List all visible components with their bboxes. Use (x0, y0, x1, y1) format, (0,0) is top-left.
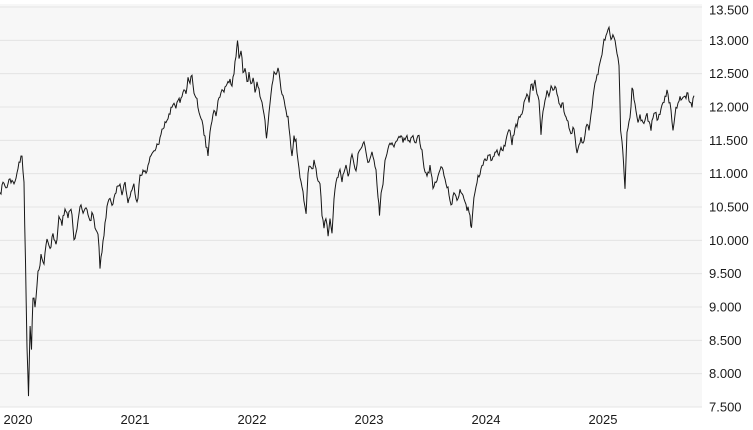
y-tick-label: 10.500 (709, 200, 749, 215)
y-tick-label: 10.000 (709, 233, 749, 248)
x-tick-label: 2021 (121, 412, 150, 427)
plot-background (0, 4, 702, 407)
x-tick-label: 2022 (238, 412, 267, 427)
y-tick-label: 12.500 (709, 66, 749, 81)
x-axis-labels: 2020 2021 2022 2023 2024 2025 (4, 412, 618, 427)
price-line-series (0, 25, 695, 397)
y-tick-label: 9.500 (709, 266, 742, 281)
x-tick-label: 2020 (4, 412, 33, 427)
x-tick-label: 2025 (589, 412, 618, 427)
y-tick-label: 13.500 (709, 3, 749, 18)
x-tick-label: 2023 (355, 412, 384, 427)
gridlines (0, 6, 702, 408)
y-tick-label: 7.500 (709, 400, 742, 415)
y-tick-label: 12.000 (709, 100, 749, 115)
y-tick-label: 11.500 (709, 133, 748, 148)
y-axis-labels: 7.500 8.000 8.500 9.000 9.500 10.000 10.500 11.… (709, 3, 749, 415)
y-tick-label: 11.000 (709, 166, 748, 181)
x-tick-label: 2024 (472, 412, 501, 427)
y-tick-label: 8.500 (709, 333, 742, 348)
y-tick-label: 9.000 (709, 300, 742, 315)
y-tick-label: 8.000 (709, 366, 742, 381)
y-tick-label: 13.000 (709, 33, 749, 48)
